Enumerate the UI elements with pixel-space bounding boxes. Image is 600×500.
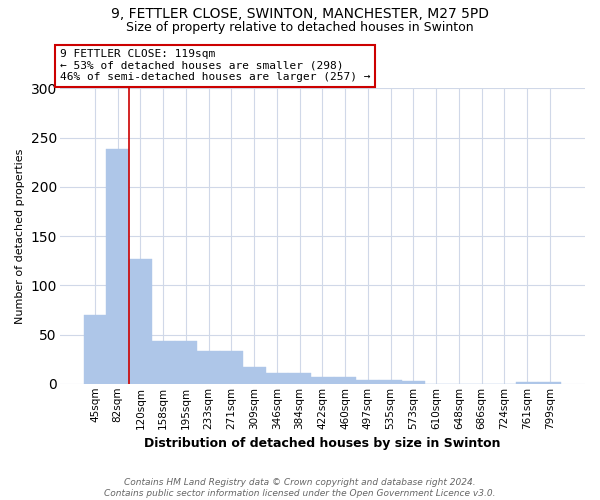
Bar [311, 377, 334, 384]
Bar [175, 342, 197, 384]
Bar [152, 342, 175, 384]
Text: Size of property relative to detached houses in Swinton: Size of property relative to detached ho… [126, 21, 474, 34]
Bar [515, 382, 538, 384]
Bar [83, 315, 106, 384]
Text: Contains HM Land Registry data © Crown copyright and database right 2024.
Contai: Contains HM Land Registry data © Crown c… [104, 478, 496, 498]
Bar [106, 150, 129, 384]
Bar [538, 382, 561, 384]
X-axis label: Distribution of detached houses by size in Swinton: Distribution of detached houses by size … [144, 437, 500, 450]
Text: 9 FETTLER CLOSE: 119sqm
← 53% of detached houses are smaller (298)
46% of semi-d: 9 FETTLER CLOSE: 119sqm ← 53% of detache… [60, 50, 370, 82]
Bar [197, 352, 220, 384]
Bar [129, 258, 152, 384]
Bar [220, 352, 243, 384]
Bar [243, 367, 266, 384]
Text: 9, FETTLER CLOSE, SWINTON, MANCHESTER, M27 5PD: 9, FETTLER CLOSE, SWINTON, MANCHESTER, M… [111, 8, 489, 22]
Bar [288, 373, 311, 384]
Y-axis label: Number of detached properties: Number of detached properties [15, 148, 25, 324]
Bar [266, 373, 288, 384]
Bar [402, 381, 425, 384]
Bar [356, 380, 379, 384]
Bar [379, 380, 402, 384]
Bar [334, 377, 356, 384]
